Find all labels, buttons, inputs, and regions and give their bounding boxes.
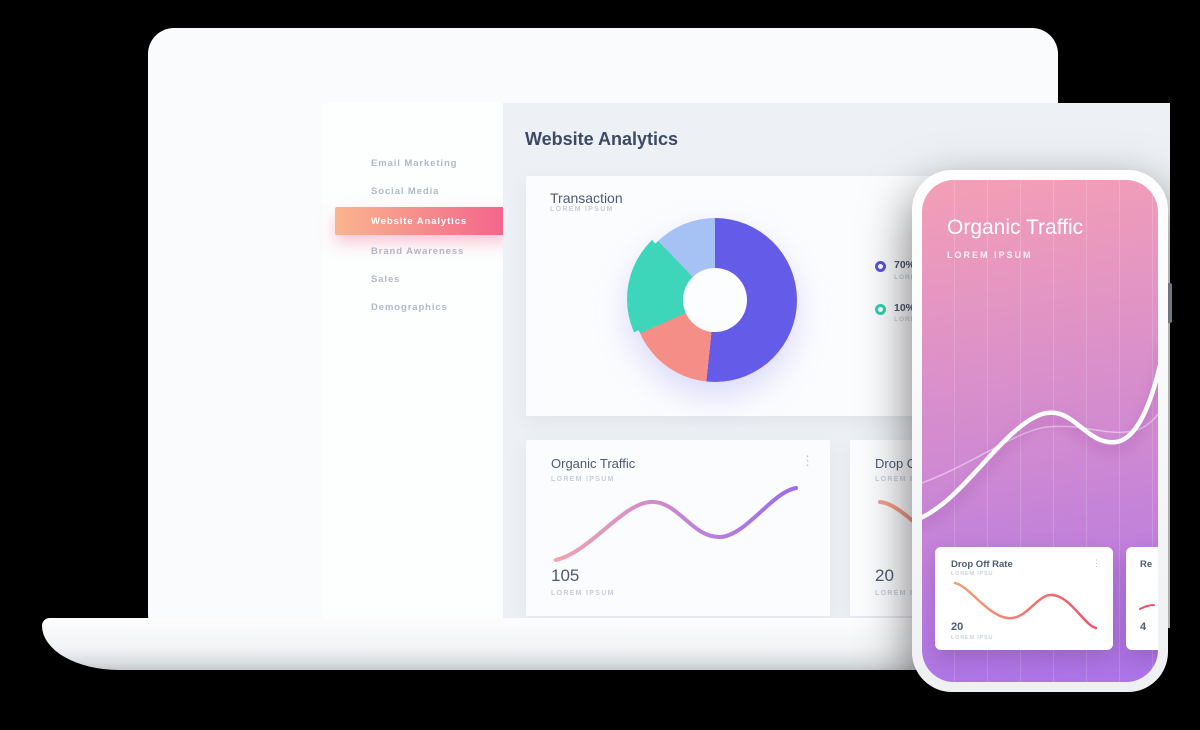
- phone-dropoff-title: Drop Off Rate: [951, 559, 1013, 570]
- phone-screen: Organic Traffic LOREM IPSUM Drop Off Rat…: [922, 180, 1158, 682]
- organic-metric-value: 105: [551, 566, 580, 585]
- phone-second-card-value: 4: [1140, 621, 1147, 633]
- sidebar-item-sales[interactable]: Sales: [371, 273, 401, 285]
- dropoff-card-subtitle: LOREM IPSUM: [875, 476, 939, 483]
- sidebar-item-social-media[interactable]: Social Media: [371, 185, 440, 197]
- phone-page-subtitle: LOREM IPSUM: [947, 250, 1033, 260]
- organic-card-title: Organic Traffic: [551, 456, 636, 471]
- dropoff-metric-caption: LOREM IPSUM: [875, 590, 939, 597]
- phone-organic-wave-chart: [922, 364, 1158, 520]
- sidebar: Email Marketing Social Media Website Ana…: [323, 103, 510, 628]
- organic-line-chart: [554, 486, 798, 562]
- phone-dropoff-caption: LOREM IPSU: [951, 635, 994, 641]
- kebab-menu-icon[interactable]: ⋮: [801, 453, 814, 468]
- sidebar-item-website-analytics[interactable]: Website Analytics: [335, 207, 510, 235]
- kebab-menu-icon[interactable]: ⋮: [1092, 558, 1101, 568]
- sidebar-item-email-marketing[interactable]: Email Marketing: [371, 157, 458, 169]
- page-title: Website Analytics: [525, 129, 679, 149]
- legend-ring-purple-icon: [875, 261, 886, 272]
- sidebar-item-brand-awareness[interactable]: Brand Awareness: [371, 245, 465, 257]
- legend-ring-teal-icon: [875, 303, 886, 315]
- dropoff-metric-value: 20: [875, 566, 894, 585]
- phone-dropoff-card[interactable]: Drop Off Rate LOREM IPSU ⋮ 20 LOREM IPSU: [935, 547, 1113, 650]
- transaction-card-title: Transaction: [550, 190, 623, 206]
- legend-value: 70%: [894, 259, 916, 271]
- phone-mockup: Organic Traffic LOREM IPSUM Drop Off Rat…: [912, 170, 1168, 692]
- phone-second-card[interactable]: Re 4: [1126, 547, 1158, 650]
- phone-dropoff-value: 20: [951, 621, 964, 633]
- sidebar-list: Email Marketing Social Media Website Ana…: [323, 103, 510, 321]
- phone-page-title: Organic Traffic: [947, 216, 1084, 239]
- donut-hole: [683, 268, 747, 332]
- organic-traffic-card: Organic Traffic LOREM IPSUM ⋮ 105 LOREM …: [526, 440, 830, 616]
- transaction-donut-chart: [627, 217, 797, 382]
- legend-value: 10%: [894, 301, 916, 314]
- phone-side-button[interactable]: [1166, 283, 1172, 323]
- transaction-card-subtitle: LOREM IPSUM: [550, 206, 614, 213]
- phone-second-card-title: Re: [1140, 559, 1153, 570]
- phone-dropoff-mini-chart: [953, 581, 1098, 630]
- organic-card-subtitle: LOREM IPSUM: [551, 476, 615, 483]
- sidebar-item-demographics[interactable]: Demographics: [371, 301, 448, 313]
- organic-metric-caption: LOREM IPSUM: [551, 590, 615, 597]
- phone-dropoff-subtitle: LOREM IPSU: [951, 571, 994, 577]
- phone-second-mini-chart: [1139, 604, 1155, 610]
